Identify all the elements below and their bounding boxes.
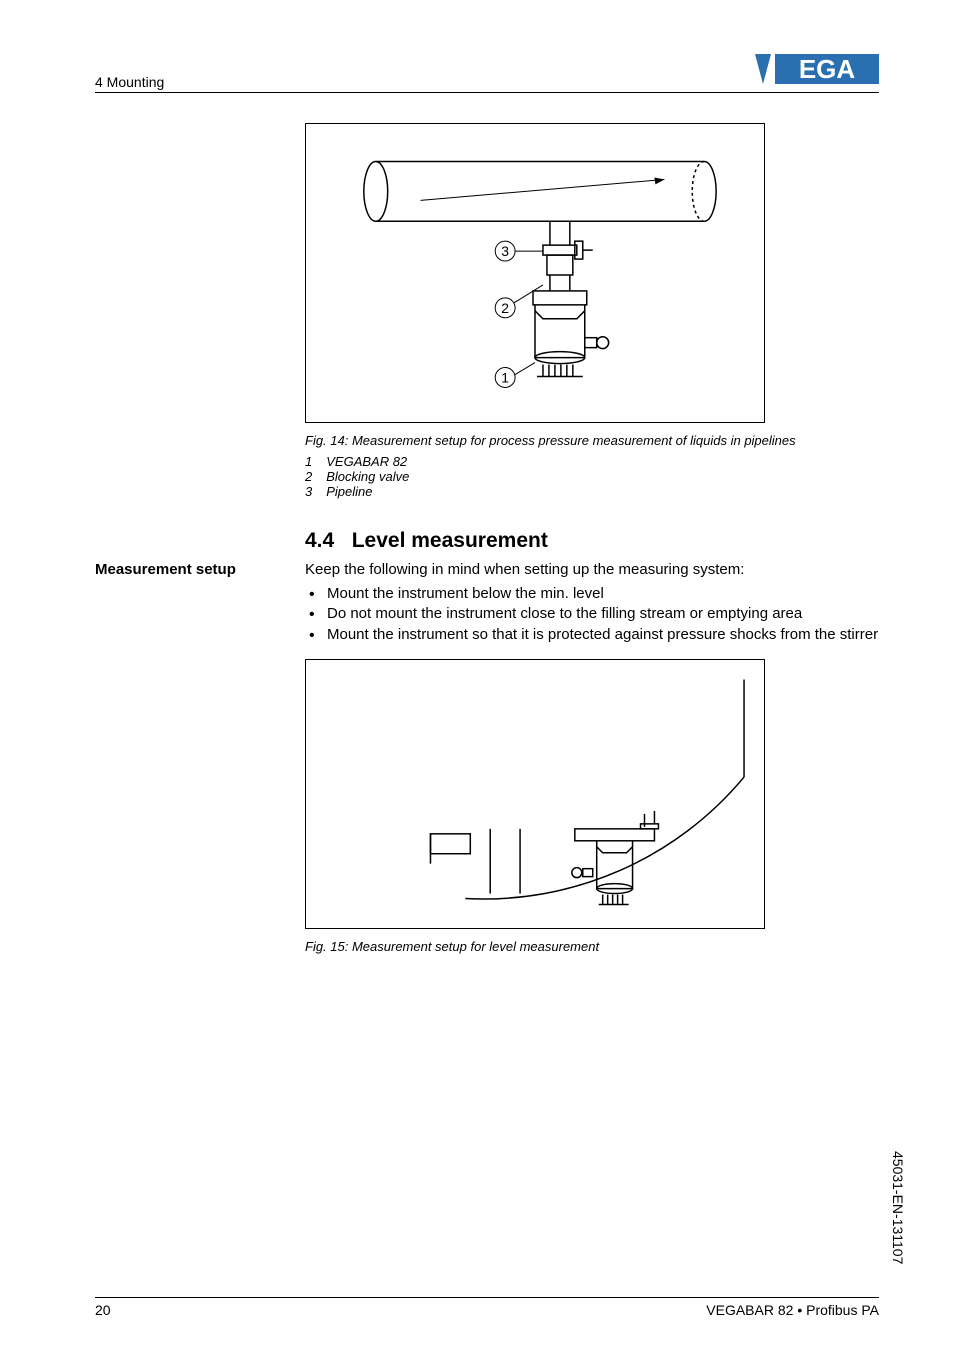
vega-logo: EGA bbox=[749, 50, 879, 90]
callout-2: 2 bbox=[501, 300, 509, 316]
figure-15 bbox=[305, 659, 765, 929]
fig15-caption: Fig. 15: Measurement setup for level mea… bbox=[305, 939, 879, 954]
callout-3: 3 bbox=[501, 243, 509, 259]
svg-text:EGA: EGA bbox=[799, 54, 856, 84]
margin-label: Measurement setup bbox=[95, 529, 305, 578]
legend-text: Blocking valve bbox=[326, 469, 409, 484]
fig14-caption: Fig. 14: Measurement setup for process p… bbox=[305, 433, 855, 448]
section-title: Level measurement bbox=[352, 529, 548, 552]
bullet-list: Mount the instrument below the min. leve… bbox=[305, 584, 879, 645]
bullet-item: Mount the instrument so that it is prote… bbox=[305, 625, 879, 645]
legend-num: 2 bbox=[305, 469, 312, 484]
section-number: 4.4 bbox=[305, 529, 334, 552]
legend-num: 1 bbox=[305, 454, 312, 469]
page-footer: 20 VEGABAR 82 • Profibus PA bbox=[95, 1297, 879, 1318]
page-number: 20 bbox=[95, 1302, 111, 1318]
page-header: 4 Mounting EGA bbox=[95, 50, 879, 93]
legend-text: Pipeline bbox=[326, 484, 372, 499]
side-doc-code: 45031-EN-131107 bbox=[890, 1151, 906, 1264]
fig14-legend: 1 VEGABAR 82 2 Blocking valve 3 Pipeline bbox=[305, 454, 879, 499]
legend-text: VEGABAR 82 bbox=[326, 454, 407, 469]
bullet-item: Mount the instrument below the min. leve… bbox=[305, 584, 879, 604]
figure-14: 3 2 1 bbox=[305, 123, 765, 423]
legend-num: 3 bbox=[305, 484, 312, 499]
section-heading: 4.4 Level measurement bbox=[305, 529, 879, 553]
header-section: 4 Mounting bbox=[95, 74, 164, 90]
footer-product: VEGABAR 82 • Profibus PA bbox=[706, 1302, 879, 1318]
bullet-item: Do not mount the instrument close to the… bbox=[305, 604, 879, 624]
callout-1: 1 bbox=[501, 369, 509, 385]
intro-text: Keep the following in mind when setting … bbox=[305, 561, 879, 578]
